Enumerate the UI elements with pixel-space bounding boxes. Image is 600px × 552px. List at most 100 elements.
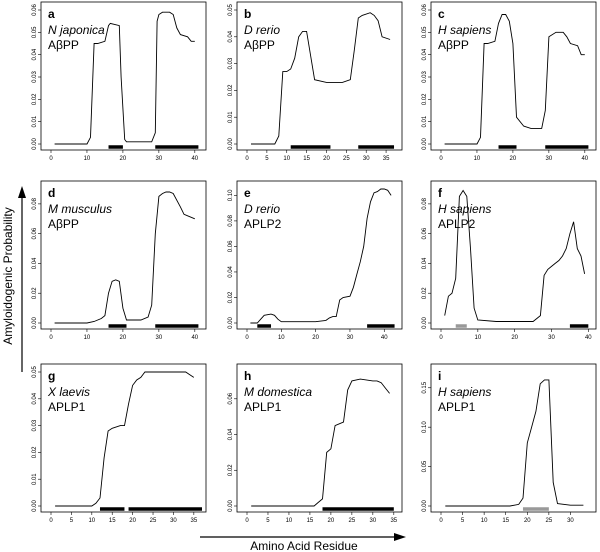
y-tick-label: 0.02: [32, 93, 38, 105]
y-tick-label: 0.08: [422, 197, 428, 209]
x-tick-label: 30: [567, 518, 574, 524]
protein-label: APLP1: [244, 400, 282, 414]
protein-label: AβPP: [48, 38, 79, 52]
x-tick-label: 5: [70, 518, 74, 524]
series-line: [444, 14, 585, 145]
x-tick-label: 0: [49, 518, 53, 524]
x-tick-label: 20: [129, 518, 136, 524]
species-label: D rerio: [244, 202, 280, 216]
y-tick-label: 0.10: [422, 421, 428, 433]
y-tick-label: 0.04: [228, 428, 234, 440]
species-label: M musculus: [48, 202, 112, 216]
y-tick-label: 0.05: [228, 4, 234, 16]
protein-label: AβPP: [48, 217, 79, 231]
panel-letter: e: [244, 186, 251, 200]
protein-label: AβPP: [438, 38, 469, 52]
panel-letter: i: [438, 369, 441, 383]
x-tick-label: 30: [546, 156, 553, 162]
y-tick-label: 0.08: [32, 197, 38, 209]
y-tick-label: 0.02: [422, 93, 428, 105]
y-tick-label: 0.00: [228, 500, 234, 512]
series-line: [445, 379, 584, 507]
x-tick-label: 25: [349, 518, 356, 524]
x-tick-label: 20: [120, 335, 127, 341]
x-tick-label: 10: [88, 518, 95, 524]
species-label: H sapiens: [438, 385, 491, 399]
y-tick-label: 0.00: [32, 138, 38, 150]
series-line: [55, 371, 195, 507]
panel-letter: g: [48, 369, 55, 383]
y-tick-label: 0.06: [422, 4, 428, 16]
x-tick-label: 20: [328, 518, 335, 524]
y-tick-label: 0.00: [422, 500, 428, 512]
panel-letter: f: [438, 186, 443, 200]
species-label: H sapiens: [438, 23, 491, 37]
y-tick-label: 0.02: [422, 287, 428, 299]
species-label: H sapiens: [438, 202, 491, 216]
x-tick-label: 35: [383, 156, 390, 162]
x-tick-label: 10: [286, 518, 293, 524]
y-tick-label: 0.08: [228, 214, 234, 226]
series-line: [54, 11, 195, 145]
y-axis-title: Amyloidogenic Probability: [1, 207, 15, 344]
panel-letter: b: [244, 7, 251, 21]
protein-label: APLP1: [48, 400, 86, 414]
x-tick-label: 40: [191, 335, 198, 341]
y-tick-label: 0.01: [32, 115, 38, 127]
panel-frame: [40, 180, 207, 330]
panel-c: 0.00 0.01 0.02 0.03 0.04 0.05 0.06 0 10 20 30 40 c H …: [422, 1, 597, 162]
x-tick-label: 0: [439, 518, 443, 524]
y-tick-label: 0.02: [228, 291, 234, 303]
panel-a: 0.00 0.01 0.02 0.03 0.04 0.05 0.06 0 10 20 30 40 a N …: [32, 1, 207, 162]
x-tick-label: 25: [150, 518, 157, 524]
x-tick-label: 0: [49, 335, 53, 341]
y-tick-label: 0.00: [32, 317, 38, 329]
y-tick-label: 0.01: [422, 115, 428, 127]
species-label: X laevis: [47, 385, 90, 399]
x-tick-label: 15: [109, 518, 116, 524]
y-tick-label: 0.02: [32, 287, 38, 299]
panel-frame: [236, 1, 403, 151]
panels: 0.00 0.01 0.02 0.03 0.04 0.05 0.06 0 10 20 30 40 a N …: [32, 1, 597, 524]
y-axis-arrow: [18, 186, 26, 372]
x-tick-label: 35: [190, 518, 197, 524]
x-tick-label: 20: [323, 156, 330, 162]
panel-letter: h: [244, 369, 251, 383]
species-label: N japonica: [48, 23, 105, 37]
x-tick-label: 20: [312, 335, 319, 341]
x-tick-label: 30: [347, 335, 354, 341]
x-tick-label: 40: [581, 156, 588, 162]
protein-label: APLP2: [438, 217, 476, 231]
x-tick-label: 30: [548, 335, 555, 341]
x-tick-label: 30: [170, 518, 177, 524]
panel-frame: [236, 363, 403, 513]
x-tick-label: 0: [245, 156, 249, 162]
y-tick-label: 0.04: [228, 30, 234, 42]
y-tick-label: 0.05: [422, 26, 428, 38]
protein-label: AβPP: [244, 38, 275, 52]
y-tick-label: 0.04: [228, 265, 234, 277]
y-tick-label: 0.06: [422, 227, 428, 239]
y-tick-label: 0.04: [32, 392, 38, 404]
x-tick-label: 30: [156, 156, 163, 162]
x-tick-label: 30: [363, 156, 370, 162]
x-tick-label: 35: [390, 518, 397, 524]
y-tick-label: 0.03: [228, 57, 234, 69]
x-tick-label: 10: [84, 156, 91, 162]
series-line: [251, 12, 391, 145]
x-tick-label: 25: [546, 518, 553, 524]
x-tick-label: 0: [439, 335, 443, 341]
panel-frame: [430, 363, 597, 513]
x-tick-label: 10: [474, 156, 481, 162]
y-tick-label: 0.03: [32, 71, 38, 83]
x-tick-label: 10: [84, 335, 91, 341]
x-axis-title: Amino Acid Residue: [250, 539, 358, 552]
y-tick-label: 0.00: [228, 138, 234, 150]
x-tick-label: 5: [265, 156, 269, 162]
y-tick-label: 0.15: [422, 381, 428, 393]
x-tick-label: 20: [511, 335, 518, 341]
y-tick-label: 0.01: [32, 473, 38, 485]
panel-letter: d: [48, 186, 55, 200]
protein-label: APLP1: [438, 400, 476, 414]
y-tick-label: 0.02: [228, 464, 234, 476]
